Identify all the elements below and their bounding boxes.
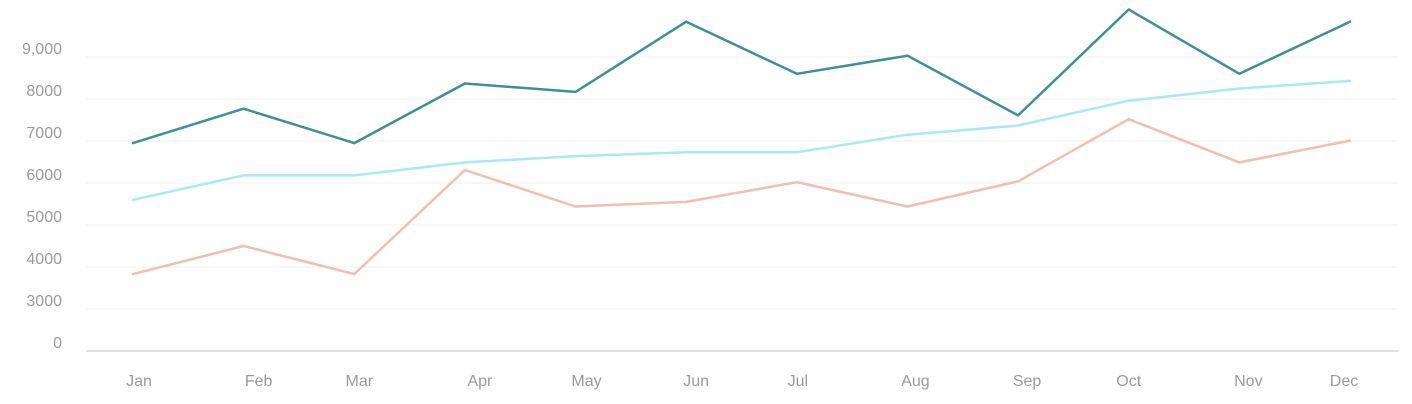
x-tick-label: Oct — [1116, 373, 1141, 390]
x-tick-label: Mar — [345, 373, 373, 390]
y-tick-label: 5000 — [26, 209, 62, 226]
x-tick-label: Nov — [1234, 373, 1262, 390]
y-tick-label: 4000 — [26, 251, 62, 268]
series-lines — [131, 8, 1352, 276]
y-tick-label: 9,000 — [22, 41, 62, 58]
series-line-2 — [131, 79, 1352, 202]
x-tick-label: Jul — [788, 373, 808, 390]
x-tick-label: May — [571, 373, 601, 390]
y-tick-label: 6000 — [26, 167, 62, 184]
y-tick-label: 8000 — [26, 83, 62, 100]
y-tick-label: 0 — [53, 335, 62, 352]
y-tick-label: 3000 — [26, 293, 62, 310]
x-tick-label: Jan — [126, 373, 152, 390]
y-axis-tick-labels: 0 3000 4000 5000 6000 7000 8000 9,000 — [22, 41, 62, 352]
x-tick-label: Dec — [1330, 373, 1358, 390]
series-line-1 — [131, 8, 1352, 145]
x-tick-label: Apr — [467, 373, 493, 390]
y-tick-label: 7000 — [26, 125, 62, 142]
x-axis-tick-labels: Jan Feb Mar Apr May Jun Jul Aug Sep Oct Nov Dec — [126, 373, 1358, 390]
x-tick-label: Sep — [1013, 373, 1042, 390]
grid-lines — [86, 56, 1398, 310]
series-line-3 — [131, 117, 1352, 276]
x-tick-label: Aug — [901, 373, 929, 390]
x-tick-label: Feb — [245, 373, 273, 390]
x-tick-label: Jun — [683, 373, 709, 390]
